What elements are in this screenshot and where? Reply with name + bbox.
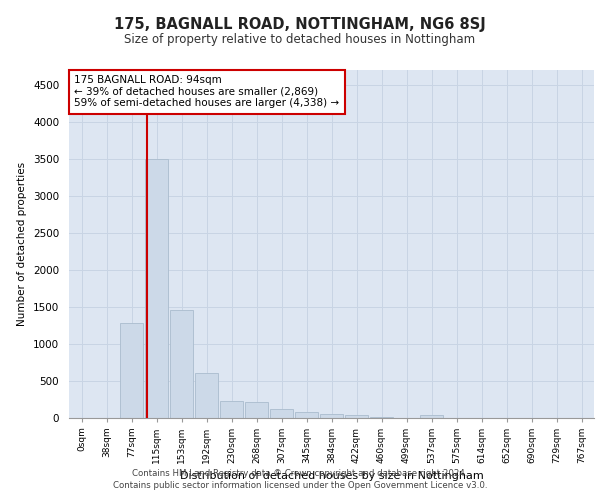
Text: Size of property relative to detached houses in Nottingham: Size of property relative to detached ho…	[124, 32, 476, 46]
Bar	[245, 402, 268, 417]
Bar	[120, 323, 143, 418]
Bar	[420, 416, 443, 418]
Bar	[345, 415, 368, 418]
Bar	[220, 401, 243, 417]
Text: Contains HM Land Registry data © Crown copyright and database right 2024.: Contains HM Land Registry data © Crown c…	[132, 470, 468, 478]
Text: 175, BAGNALL ROAD, NOTTINGHAM, NG6 8SJ: 175, BAGNALL ROAD, NOTTINGHAM, NG6 8SJ	[114, 18, 486, 32]
Y-axis label: Number of detached properties: Number of detached properties	[17, 162, 28, 326]
Bar	[170, 310, 193, 418]
Bar	[320, 414, 343, 418]
Text: 175 BAGNALL ROAD: 94sqm
← 39% of detached houses are smaller (2,869)
59% of semi: 175 BAGNALL ROAD: 94sqm ← 39% of detache…	[74, 75, 340, 108]
Bar	[270, 409, 293, 418]
Bar	[145, 158, 168, 418]
Bar	[195, 373, 218, 418]
X-axis label: Distribution of detached houses by size in Nottingham: Distribution of detached houses by size …	[179, 471, 484, 481]
Bar	[295, 412, 318, 418]
Text: Contains public sector information licensed under the Open Government Licence v3: Contains public sector information licen…	[113, 482, 487, 490]
